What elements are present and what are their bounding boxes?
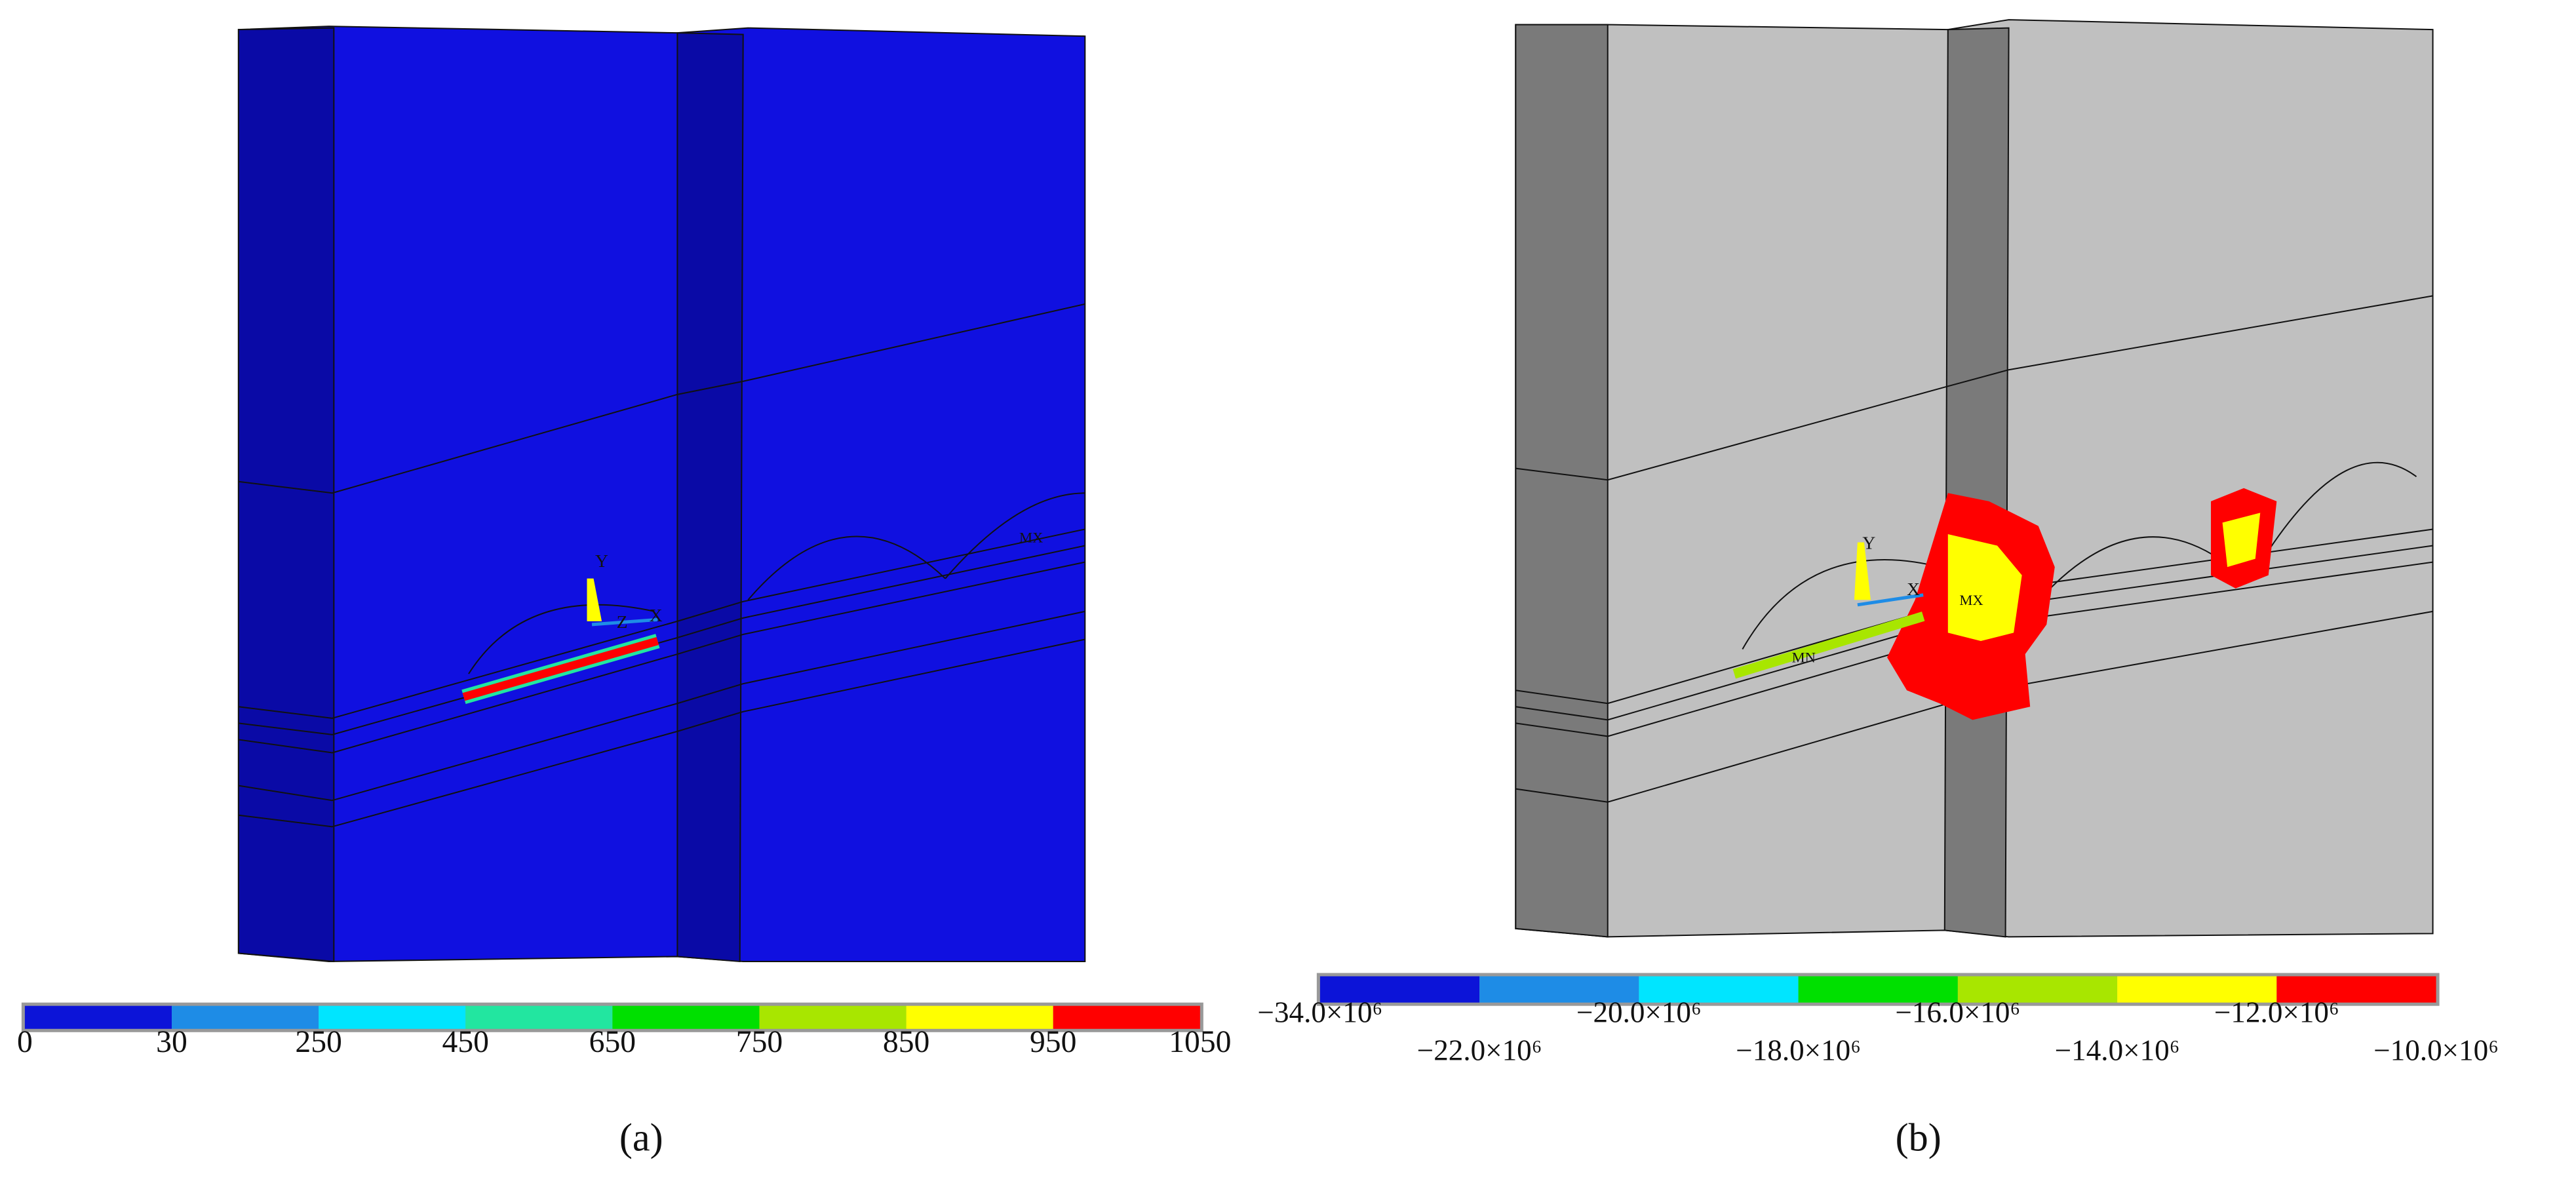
layer-line — [1515, 295, 2433, 481]
colorbar-label: −14.0×10⁶ — [2055, 1034, 2180, 1066]
colorbar-label: 750 — [736, 1025, 783, 1059]
colorbar-label: 1050 — [1169, 1025, 1231, 1059]
marker-label: MN — [1792, 650, 1816, 666]
axis-label: Y — [1862, 533, 1875, 553]
colorbar-label: −16.0×10⁶ — [1895, 996, 2020, 1029]
colorbar-label: 950 — [1030, 1025, 1076, 1059]
axis-label: Z — [617, 612, 628, 632]
layer-line — [238, 561, 1085, 754]
colorbar-segment — [1053, 1005, 1200, 1029]
colorbar-label: 30 — [156, 1025, 187, 1059]
colorbar-label: 450 — [442, 1025, 489, 1059]
colorbar-segment — [759, 1005, 907, 1029]
colorbar-label: −12.0×10⁶ — [2214, 996, 2339, 1029]
colorbar-segment — [319, 1005, 466, 1029]
colorbar-segment — [1798, 976, 1958, 1003]
colorbar-segment — [2117, 976, 2277, 1003]
axis-label: X — [1907, 579, 1920, 599]
colorbar-label: −18.0×10⁶ — [1736, 1034, 1861, 1066]
zone — [462, 636, 659, 701]
colorbar-segment — [172, 1005, 319, 1029]
strip — [1943, 27, 2010, 938]
triad-y — [587, 578, 602, 621]
colorbar-label: 650 — [589, 1025, 636, 1059]
layer-line — [238, 545, 1085, 735]
strip — [676, 32, 744, 963]
strip — [1515, 24, 1609, 938]
caption: (a) — [619, 1116, 663, 1159]
layer-line — [238, 303, 1085, 494]
colorbar-segment — [1479, 976, 1639, 1003]
colorbar-segment — [2276, 976, 2436, 1003]
colorbar-segment — [1639, 976, 1799, 1003]
colorbar-segment — [465, 1005, 613, 1029]
colorbar-segment — [1319, 976, 1480, 1003]
triad-y — [1854, 542, 1871, 600]
colorbar-segment — [24, 1005, 172, 1029]
colorbar-segment — [612, 1005, 760, 1029]
caption: (b) — [1896, 1116, 1942, 1159]
colorbar-label: −34.0×10⁶ — [1258, 996, 1383, 1029]
colorbar-label: −22.0×10⁶ — [1417, 1034, 1542, 1066]
zone — [1947, 534, 2022, 641]
triad-x — [1857, 593, 1924, 607]
zone — [2222, 513, 2261, 568]
marker-label: MX — [1019, 530, 1043, 546]
colorbar-label: 850 — [883, 1025, 929, 1059]
layer-line — [238, 610, 1085, 802]
layer-line — [238, 528, 1085, 719]
colorbar-label: −10.0×10⁶ — [2373, 1034, 2499, 1066]
colorbar-label: −20.0×10⁶ — [1576, 996, 1702, 1029]
axis-label: X — [650, 605, 663, 625]
tunnel-arch — [468, 492, 1085, 674]
labels: 0 30 250 450 650 750 850 950 1050 Y Z X MX (a) −34.0×1… — [17, 530, 2499, 1160]
block — [237, 26, 1086, 962]
layer-line — [238, 638, 1085, 828]
colorbar-segment — [1957, 976, 2118, 1003]
colorbar-segment — [906, 1005, 1053, 1029]
axis-label: Y — [595, 551, 608, 571]
marker-label: MX — [1959, 592, 1983, 608]
zone — [1732, 612, 1925, 679]
strip — [237, 27, 335, 963]
triad-x — [591, 617, 658, 627]
colorbar-label: 0 — [17, 1025, 33, 1059]
panel-b-model — [1515, 19, 2434, 938]
panel-a-model — [237, 26, 1086, 963]
colorbar-label: 250 — [295, 1025, 342, 1059]
